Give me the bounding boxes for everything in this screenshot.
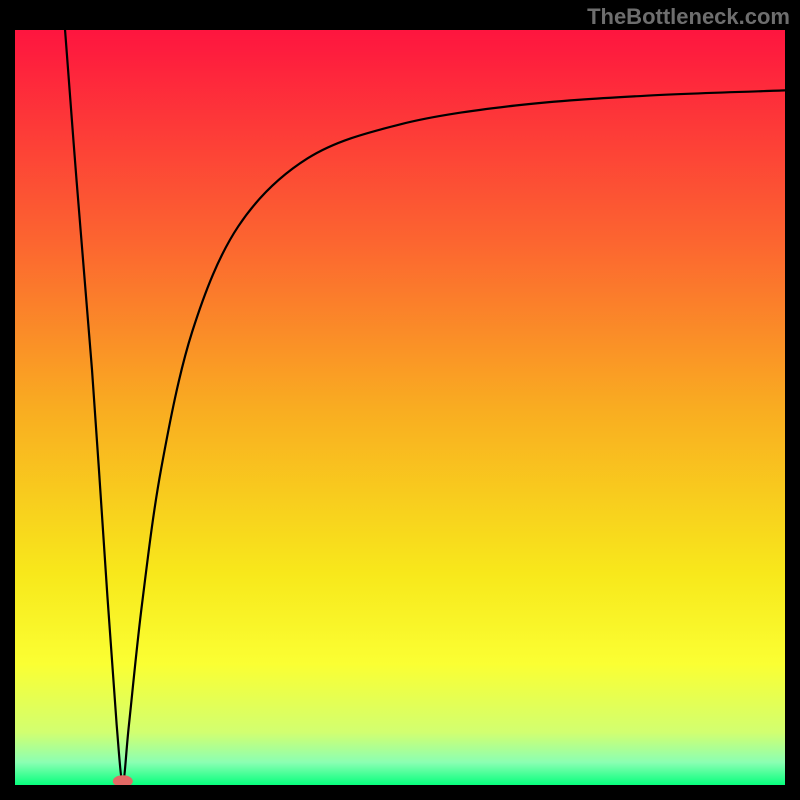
plot-svg <box>15 30 785 785</box>
background-rect <box>15 30 785 785</box>
chart-outer: TheBottleneck.com <box>0 0 800 800</box>
plot-area <box>15 30 785 785</box>
watermark-text: TheBottleneck.com <box>587 4 790 30</box>
